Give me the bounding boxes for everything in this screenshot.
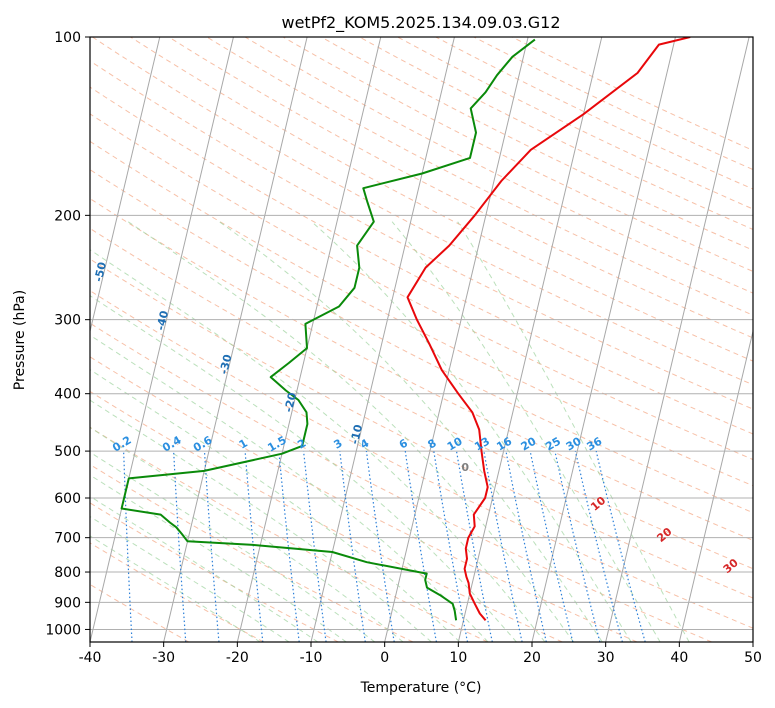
moist-adiabat [311, 221, 632, 642]
mixing-ratio-line [244, 451, 264, 642]
dry-adiabat [90, 322, 712, 642]
moist-adiabat [90, 451, 376, 642]
dry-adiabat [90, 463, 414, 642]
dry-adiabat [321, 37, 753, 251]
mixing-ratio-line [505, 450, 547, 642]
dry-adiabat [435, 37, 753, 190]
isotherm-line [310, 37, 455, 642]
x-tick-label: 0 [380, 650, 389, 666]
temperature-profile [406, 37, 691, 621]
mixing-ratio-line [529, 450, 574, 642]
moist-adiabat [90, 399, 432, 642]
x-tick-label: 50 [744, 650, 762, 666]
dry-adiabat [90, 356, 638, 642]
mixing-ratio-line [203, 451, 220, 642]
isotherm-line [384, 37, 529, 642]
moist-adiabat [90, 426, 404, 642]
y-tick-label: 1000 [45, 622, 81, 638]
mixing-ratio-line [595, 450, 646, 642]
x-tick-label: 30 [597, 650, 615, 666]
dry-adiabat [90, 502, 339, 642]
dry-adiabat [130, 37, 753, 362]
dry-adiabat [90, 140, 753, 487]
y-tick-label: 400 [54, 387, 81, 403]
isotherm-line [678, 329, 753, 642]
plot-frame [89, 36, 754, 643]
moist-adiabat [90, 474, 347, 642]
y-tick-label: 700 [54, 531, 81, 547]
x-tick-label: -30 [152, 650, 175, 666]
x-tick-label: 40 [670, 650, 688, 666]
moist-adiabat [90, 369, 461, 642]
mixing-ratio-line [483, 450, 523, 642]
mixing-ratio-line [574, 450, 623, 642]
dry-adiabat [90, 290, 753, 629]
moist-adiabat [457, 221, 690, 642]
y-axis-title: Pressure (hPa) [12, 290, 28, 390]
isotherm-line [605, 37, 750, 642]
isotherm-line [90, 37, 234, 642]
axis-ticks: -40 -30 -20 -10 0 10 20 30 40 50 100 200 300 400 500 60… [45, 30, 762, 666]
y-tick-label: 500 [54, 444, 81, 460]
isotherm-line [531, 37, 676, 642]
x-tick-label: 10 [449, 650, 467, 666]
moist-adiabat [90, 249, 546, 642]
dry-adiabat [90, 258, 753, 599]
dry-adiabat [359, 37, 753, 231]
x-tick-label: 20 [523, 650, 541, 666]
dry-adiabat [90, 60, 753, 410]
y-tick-label: 300 [54, 313, 81, 329]
y-tick-label: 200 [54, 208, 81, 224]
isotherm-label: -10 [348, 423, 365, 446]
mixing-ratio-line [339, 451, 366, 642]
isotherm-label: -30 [217, 353, 234, 376]
dry-adiabat [90, 113, 753, 461]
mixing-ratio-line [554, 450, 601, 642]
dry-adiabat [206, 37, 753, 316]
y-tick-label: 900 [54, 595, 81, 611]
mixing-ratio-line [365, 451, 395, 642]
isotherm-label: -20 [282, 391, 299, 414]
isotherm-label: -40 [154, 309, 171, 332]
isotherm-line [236, 37, 382, 642]
mixing-ratio-line [278, 451, 300, 642]
y-tick-label: 800 [54, 565, 81, 581]
moist-adiabat [127, 221, 574, 642]
x-tick-label: -20 [226, 650, 249, 666]
moist-adiabat [90, 495, 319, 642]
x-tick-label: -10 [300, 650, 323, 666]
dry-adiabat [244, 37, 753, 294]
profile-lines [120, 37, 691, 621]
moist-adiabat [219, 221, 603, 642]
y-tick-label: 600 [54, 491, 81, 507]
mixing-ratio-line [303, 451, 327, 642]
moist-adiabat [90, 295, 517, 642]
dry-adiabat [92, 37, 753, 386]
mixing-ratio-line [455, 450, 493, 642]
chart-title: wetPf2_KOM5.2025.134.09.03.G12 [281, 13, 560, 33]
background-lines [90, 37, 753, 642]
dewpoint-profile [120, 38, 536, 621]
x-tick-label: -40 [79, 650, 102, 666]
x-axis-title: Temperature (°C) [360, 680, 482, 696]
y-tick-label: 100 [54, 30, 81, 46]
isotherm-label: -50 [92, 260, 109, 283]
isotherm-line [457, 37, 603, 642]
moist-adiabat-label: 0 [461, 461, 469, 474]
isotherm-line [90, 37, 161, 334]
